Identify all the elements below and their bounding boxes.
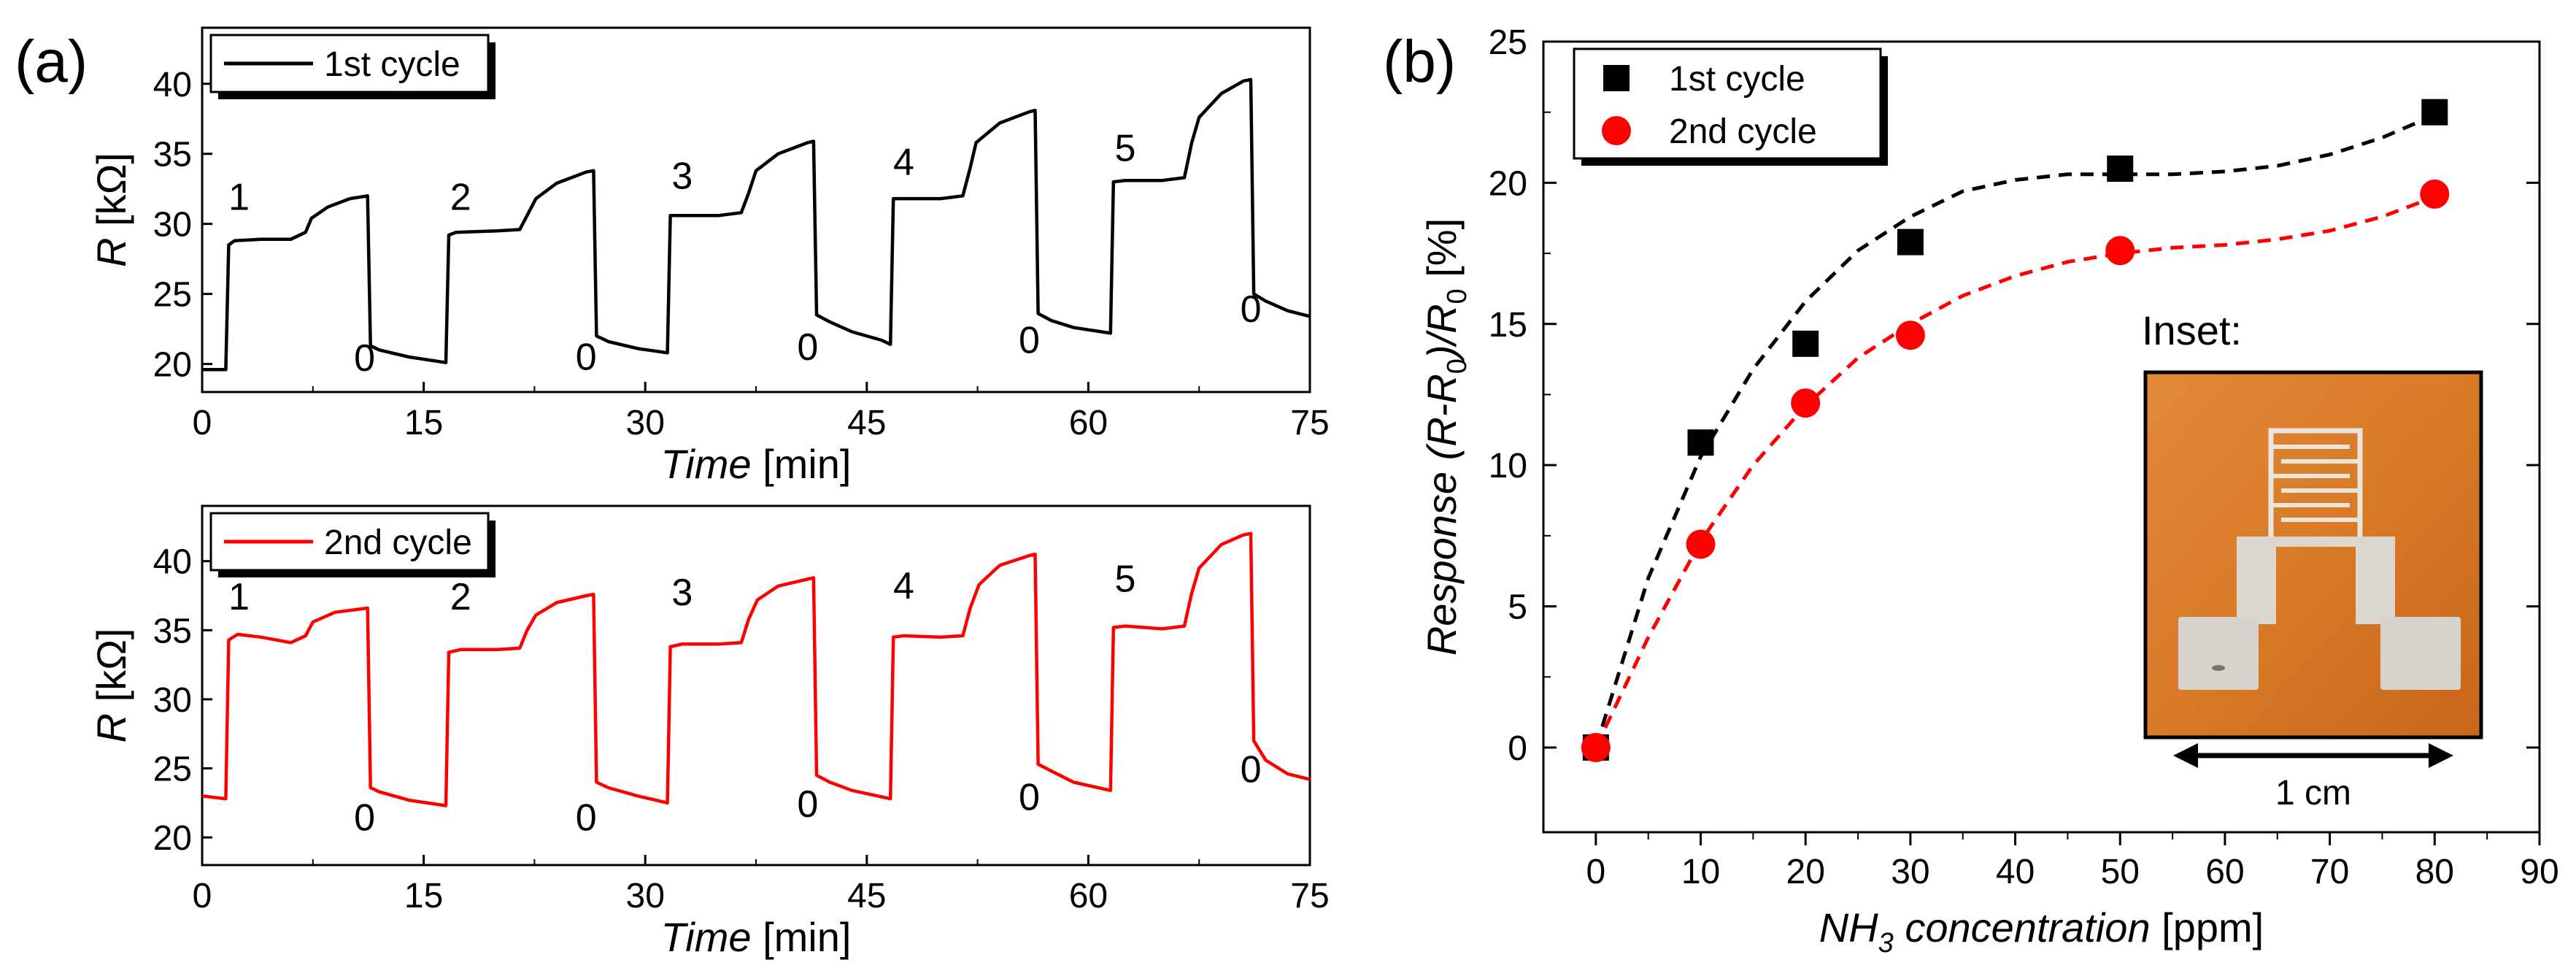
legend-marker-square [1603,65,1630,91]
y-tick-label: 0 [1508,729,1527,768]
step-annotation: 4 [893,142,914,184]
legend-label: 1st cycle [1669,60,1805,99]
plot-frame [1542,40,2541,834]
fit-line [1594,113,2436,748]
inset-photo: Inset: [2142,307,2483,813]
scale-label: 1 cm [2275,774,2351,813]
y-tick-label: 35 [153,612,192,650]
y-tick-label: 25 [1489,23,1527,62]
sensor-illustration [2178,428,2461,690]
step-annotation: 4 [893,565,914,607]
panel-b-label: (b) [1383,28,1456,95]
series-line [202,77,1311,372]
data-point-circle [2420,179,2450,209]
inset-title: Inset: [2142,307,2242,353]
x-tick-label: 90 [2520,853,2558,891]
step-annotation: 5 [1115,558,1136,600]
y-tick-label: 20 [153,346,192,385]
y-tick-label: 25 [153,750,192,789]
y-tick-label: 30 [153,681,192,720]
step-annotation: 0 [797,783,818,826]
x-tick-label: 15 [404,877,443,915]
data-point-circle [2105,236,2135,266]
y-tick-label: 5 [1508,588,1527,627]
step-annotation: 2 [450,177,471,219]
step-annotation: 0 [1241,288,1262,331]
scale-bar [2173,743,2453,768]
data-point-circle [1895,320,1925,350]
data-point-square [1897,228,1924,256]
x-tick-label: 45 [847,877,886,915]
y-tick-label: 15 [1489,306,1527,345]
y-tick-label: 20 [1489,164,1527,203]
x-tick-label: 60 [2205,853,2244,891]
step-annotation: 0 [1019,319,1040,361]
x-tick-label: 70 [2310,853,2349,891]
y-axis-label: R [kΩ] [88,153,134,267]
x-tick-label: 0 [193,877,212,915]
x-tick-label: 30 [626,877,665,915]
y-tick-label: 20 [153,819,192,858]
data-point-square [2107,155,2134,183]
x-axis-label: Time [min] [661,441,852,487]
data-point-square [2421,99,2448,126]
step-annotation: 5 [1115,127,1136,169]
x-axis-label: Time [min] [661,914,852,960]
step-annotation: 3 [671,155,693,198]
data-point-circle [1791,388,1821,418]
chart-b: 0 10 20 30 40 50 60 70 80 90 0 5 10 15 20 25 1st cycle 2n… [1419,23,2559,959]
x-tick-label: 20 [1786,853,1825,891]
x-tick-label: 0 [1586,853,1605,891]
x-tick-label: 60 [1069,404,1108,442]
step-annotation: 1 [228,177,250,219]
x-tick-label: 30 [626,404,665,442]
x-tick-label: 30 [1891,853,1929,891]
data-point-circle [1581,732,1611,762]
x-tick-label: 15 [404,404,443,442]
y-axis-label: Response (R-R0)/R0 [%] [1419,218,1473,656]
legend-label: 2nd cycle [1669,112,1817,151]
x-tick-label: 45 [847,404,886,442]
x-tick-label: 0 [193,404,212,442]
x-tick-label: 75 [1290,404,1329,442]
data-point-square [1792,330,1819,357]
step-annotation: 0 [797,326,818,369]
panel-a-label: (a) [15,28,88,95]
step-annotation: 3 [671,572,693,614]
legend-label: 1st cycle [324,45,460,84]
x-axis-label: NH3 concentration [ppm] [1819,904,2264,959]
step-annotation: 0 [354,337,375,380]
legend-marker-circle [1602,116,1631,145]
data-point-circle [1686,529,1716,559]
x-tick-label: 10 [1681,853,1720,891]
x-tick-label: 80 [2415,853,2454,891]
x-tick-label: 75 [1290,877,1329,915]
fit-line [1594,195,2436,749]
step-annotation: 2 [450,576,471,618]
data-point-square [1687,429,1714,456]
step-annotation: 0 [354,797,375,840]
x-tick-label: 60 [1069,877,1108,915]
step-annotation: 0 [576,797,597,840]
step-annotation: 0 [1241,748,1262,791]
x-tick-label: 50 [2101,853,2140,891]
step-annotation: 1 [228,576,250,618]
legend-label: 2nd cycle [324,523,472,562]
y-tick-label: 10 [1489,447,1527,485]
y-tick-label: 40 [153,66,192,104]
step-annotation: 0 [576,336,597,378]
y-tick-label: 35 [153,136,192,174]
y-tick-label: 40 [153,543,192,582]
y-axis-label: R [kΩ] [88,629,134,743]
step-annotation: 0 [1019,776,1040,818]
series-line [201,531,1311,807]
y-tick-label: 25 [153,276,192,315]
x-tick-label: 40 [1996,853,2035,891]
y-tick-label: 30 [153,206,192,245]
